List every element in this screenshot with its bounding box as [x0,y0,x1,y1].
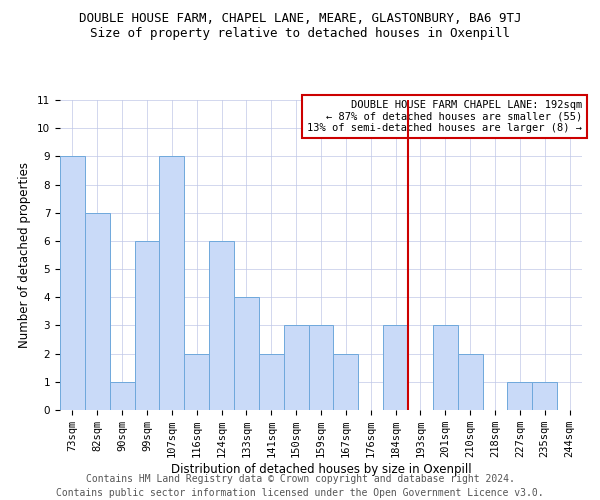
Bar [334,354,358,410]
Bar [458,354,482,410]
Bar [532,382,557,410]
Text: DOUBLE HOUSE FARM, CHAPEL LANE, MEARE, GLASTONBURY, BA6 9TJ: DOUBLE HOUSE FARM, CHAPEL LANE, MEARE, G… [79,12,521,26]
Bar [60,156,85,410]
Bar [383,326,408,410]
Bar [85,212,110,410]
Bar [508,382,532,410]
Bar [433,326,458,410]
Bar [284,326,308,410]
X-axis label: Distribution of detached houses by size in Oxenpill: Distribution of detached houses by size … [170,463,472,476]
Bar [259,354,284,410]
Text: Contains HM Land Registry data © Crown copyright and database right 2024.
Contai: Contains HM Land Registry data © Crown c… [56,474,544,498]
Bar [234,298,259,410]
Bar [134,241,160,410]
Bar [184,354,209,410]
Text: DOUBLE HOUSE FARM CHAPEL LANE: 192sqm
← 87% of detached houses are smaller (55)
: DOUBLE HOUSE FARM CHAPEL LANE: 192sqm ← … [307,100,582,133]
Y-axis label: Number of detached properties: Number of detached properties [19,162,31,348]
Bar [160,156,184,410]
Bar [110,382,134,410]
Bar [209,241,234,410]
Text: Size of property relative to detached houses in Oxenpill: Size of property relative to detached ho… [90,28,510,40]
Bar [308,326,334,410]
